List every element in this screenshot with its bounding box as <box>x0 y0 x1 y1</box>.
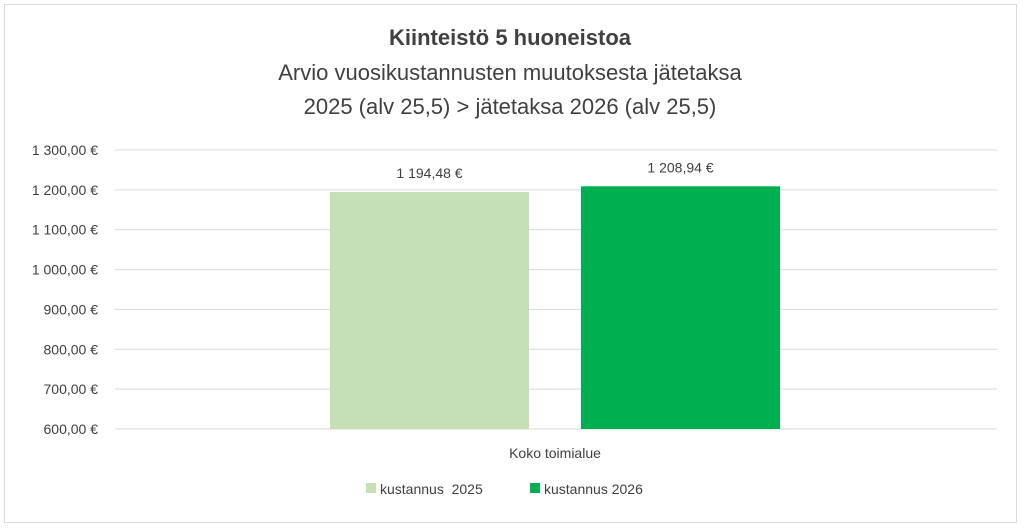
gridlines <box>115 149 997 430</box>
chart-subtitle-line-1: Arvio vuosikustannusten muutoksesta jäte… <box>278 60 742 85</box>
chart-subtitle-line-2: 2025 (alv 25,5) > jätetaksa 2026 (alv 25… <box>304 94 717 119</box>
data-label-series-1: 1 194,48 € <box>396 165 462 181</box>
y-tick-label: 800,00 € <box>44 341 99 357</box>
y-tick-label: 600,00 € <box>44 421 99 437</box>
x-category-label: Koko toimialue <box>509 445 601 461</box>
y-tick-label: 1 100,00 € <box>32 222 98 238</box>
data-labels: 1 194,48 € 1 208,94 € <box>396 159 713 181</box>
bar-series-2 <box>581 186 780 429</box>
y-tick-label: 1 300,00 € <box>32 142 98 158</box>
y-tick-label: 700,00 € <box>44 381 99 397</box>
chart-title: Kiinteistö 5 huoneistoa <box>389 25 632 50</box>
y-tick-label: 1 200,00 € <box>32 182 98 198</box>
bar-series-1 <box>330 192 529 429</box>
bars <box>330 186 780 429</box>
y-tick-label: 900,00 € <box>44 301 99 317</box>
legend-swatch-series-1 <box>366 483 376 493</box>
legend-swatch-series-2 <box>530 483 540 493</box>
data-label-series-2: 1 208,94 € <box>647 159 713 175</box>
legend-label-series-2: kustannus 2026 <box>544 481 643 497</box>
y-tick-label: 1 000,00 € <box>32 262 98 278</box>
legend: kustannus 2025 kustannus 2026 <box>366 481 643 497</box>
y-axis-labels: 600,00 € 700,00 € 800,00 € 900,00 € 1 000,00… <box>32 142 98 437</box>
legend-label-series-1: kustannus 2025 <box>380 481 483 497</box>
